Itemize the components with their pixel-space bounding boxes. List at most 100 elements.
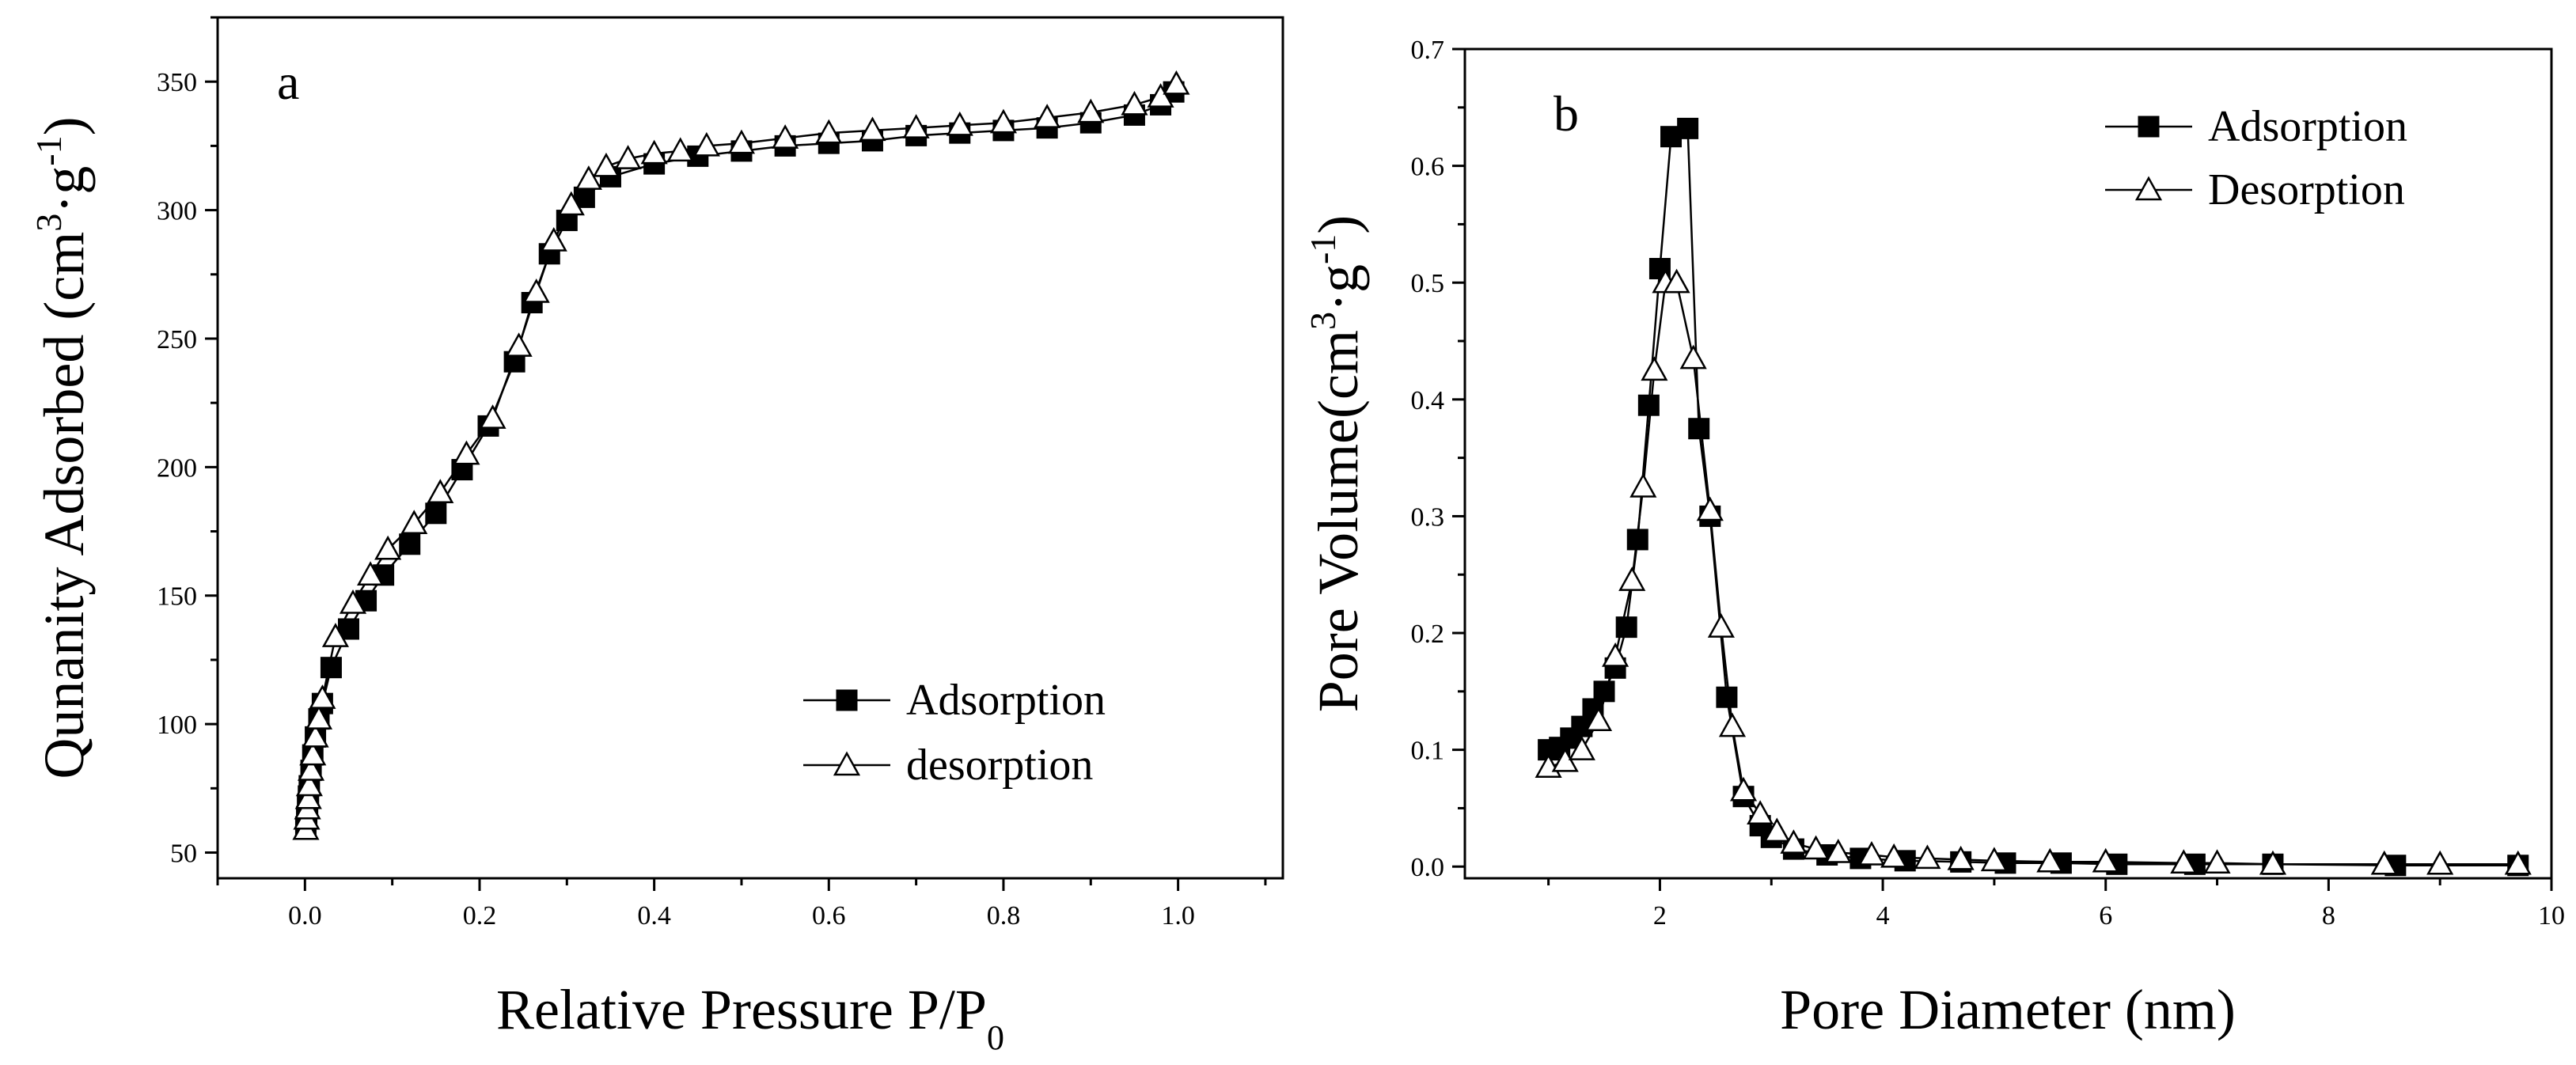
data-point xyxy=(1914,844,1941,870)
legend-item: Adsorption xyxy=(803,676,1106,725)
data-point xyxy=(1077,98,1105,123)
panel-a-y-axis-title: Qunanity Adsorbed (cm3·g-1) xyxy=(28,116,96,779)
data-point xyxy=(1677,117,1699,139)
legend-item: Desorption xyxy=(2105,165,2405,214)
data-point xyxy=(772,124,799,149)
data-point xyxy=(859,116,886,142)
x-tick-label: 0.8 xyxy=(987,901,1021,930)
x-tick-label: 0.0 xyxy=(288,901,322,930)
panel-a-letter: a xyxy=(277,54,299,110)
x-tick-label: 0.2 xyxy=(463,901,497,930)
data-point xyxy=(339,589,367,614)
x-tick-label: 2 xyxy=(1653,901,1667,930)
data-point xyxy=(356,561,385,586)
data-point xyxy=(557,191,585,216)
panel-a-legend: Adsorption desorption xyxy=(803,676,1106,790)
data-point xyxy=(1121,90,1148,116)
legend-marker xyxy=(836,689,858,711)
data-point xyxy=(1696,496,1724,521)
data-point xyxy=(2170,849,2198,874)
data-point xyxy=(1602,642,1629,667)
data-point xyxy=(297,756,325,781)
data-point xyxy=(1947,845,1975,870)
data-point xyxy=(309,684,336,709)
data-point xyxy=(374,535,402,560)
data-point xyxy=(1637,394,1660,416)
x-tick-label: 0.4 xyxy=(637,901,671,930)
data-point xyxy=(1857,840,1886,866)
data-point xyxy=(427,479,454,504)
panel-a-ticks: 0.0 0.2 0.4 0.6 0.8 1.0 50 100 150 200 250 300 350 xyxy=(157,16,1267,930)
panel-a-chart: a Relative Pressure P/P0 Qunanity Adsorb… xyxy=(28,16,1284,1057)
data-point xyxy=(522,278,550,303)
y-tick-label: 200 xyxy=(157,453,197,483)
legend-label: Desorption xyxy=(2208,165,2405,214)
legend-item: Adsorption xyxy=(2105,102,2407,151)
series-line xyxy=(1548,127,2518,867)
panel-b-chart: b Pore Diameter (nm) Pore Volume(cm3·g-1… xyxy=(1303,36,2565,1041)
y-tick-label: 0.7 xyxy=(1411,36,1445,65)
panel-b-y-axis-title: Pore Volume(cm3·g-1) xyxy=(1303,215,1370,713)
data-point xyxy=(2259,850,2287,875)
panel-b-ticks: 2 4 6 8 10 0.0 0.1 0.2 0.3 0.4 0.5 0.6 0.7 xyxy=(1411,36,2566,930)
x-tick-label: 10 xyxy=(2538,901,2565,930)
x-tick-label: 8 xyxy=(2322,901,2335,930)
y-tick-label: 0.6 xyxy=(1411,153,1445,182)
y-tick-label: 0.1 xyxy=(1411,737,1445,766)
y-tick-label: 0.2 xyxy=(1411,620,1445,649)
data-point xyxy=(692,131,720,157)
data-point xyxy=(1641,356,1668,381)
panel-b-letter: b xyxy=(1554,85,1579,142)
data-point xyxy=(453,440,480,465)
data-point xyxy=(640,139,668,165)
panel-b-legend: Adsorption Desorption xyxy=(2105,102,2407,214)
x-tick-label: 6 xyxy=(2099,901,2112,930)
y-tick-label: 300 xyxy=(157,197,197,226)
panel-b-x-axis-title: Pore Diameter (nm) xyxy=(1780,978,2236,1041)
y-tick-label: 0.5 xyxy=(1411,269,1445,298)
data-point xyxy=(2426,850,2454,875)
data-point xyxy=(902,114,930,138)
y-tick-label: 100 xyxy=(157,711,197,740)
data-point xyxy=(2036,847,2064,873)
data-point xyxy=(1584,707,1613,731)
series-line xyxy=(1548,281,2518,866)
series-adsorption xyxy=(1538,117,2529,877)
series-desorption xyxy=(292,70,1190,840)
data-point xyxy=(540,227,567,252)
data-point xyxy=(1551,747,1579,772)
data-point xyxy=(1980,847,2008,872)
legend-item: desorption xyxy=(803,741,1093,790)
x-tick-label: 0.6 xyxy=(812,901,846,930)
data-point xyxy=(1729,776,1758,802)
data-point xyxy=(575,165,602,190)
data-point xyxy=(1688,418,1710,440)
panel-a-frame xyxy=(216,16,1284,880)
legend-label: Adsorption xyxy=(906,676,1106,725)
data-point xyxy=(1824,839,1852,863)
y-tick-label: 0.0 xyxy=(1411,853,1445,882)
data-point xyxy=(1716,686,1738,708)
series-desorption xyxy=(1535,268,2532,875)
panel-a-x-axis-title: Relative Pressure P/P0 xyxy=(496,978,1004,1057)
legend-label: Adsorption xyxy=(2208,102,2407,151)
data-point xyxy=(1679,344,1707,370)
data-point xyxy=(1163,70,1190,95)
data-point xyxy=(1034,104,1061,128)
data-point xyxy=(2504,850,2532,875)
legend-marker xyxy=(2134,176,2163,201)
data-point xyxy=(989,108,1018,134)
y-tick-label: 350 xyxy=(157,68,197,97)
data-point xyxy=(302,722,329,748)
y-tick-label: 0.4 xyxy=(1411,386,1445,415)
data-point xyxy=(1880,843,1908,868)
legend-label: desorption xyxy=(906,741,1093,790)
y-tick-label: 50 xyxy=(170,839,197,869)
data-point xyxy=(1780,829,1808,854)
data-point xyxy=(305,705,333,730)
data-point xyxy=(2092,847,2119,873)
data-point xyxy=(321,623,350,647)
data-point xyxy=(1618,567,1646,591)
data-point xyxy=(1747,800,1774,825)
